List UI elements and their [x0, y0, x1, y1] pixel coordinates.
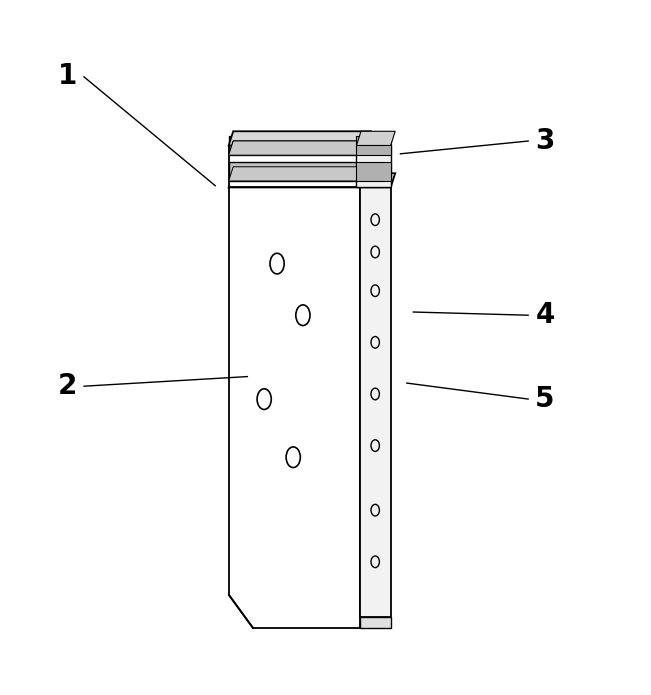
Polygon shape: [229, 162, 366, 181]
Polygon shape: [229, 141, 370, 155]
Text: 4: 4: [535, 301, 555, 329]
Text: 5: 5: [535, 385, 555, 413]
Polygon shape: [366, 131, 370, 188]
Polygon shape: [357, 145, 391, 188]
Polygon shape: [360, 188, 391, 616]
Text: 2: 2: [58, 373, 77, 400]
Polygon shape: [229, 136, 366, 155]
Polygon shape: [360, 616, 391, 628]
Polygon shape: [229, 131, 370, 145]
Polygon shape: [357, 162, 391, 181]
Text: 3: 3: [535, 127, 555, 155]
Polygon shape: [357, 136, 391, 155]
Text: 1: 1: [58, 63, 77, 90]
Polygon shape: [229, 145, 366, 188]
Polygon shape: [229, 167, 370, 181]
Polygon shape: [357, 131, 395, 145]
Polygon shape: [229, 141, 370, 155]
Polygon shape: [229, 173, 395, 188]
Polygon shape: [229, 188, 360, 628]
